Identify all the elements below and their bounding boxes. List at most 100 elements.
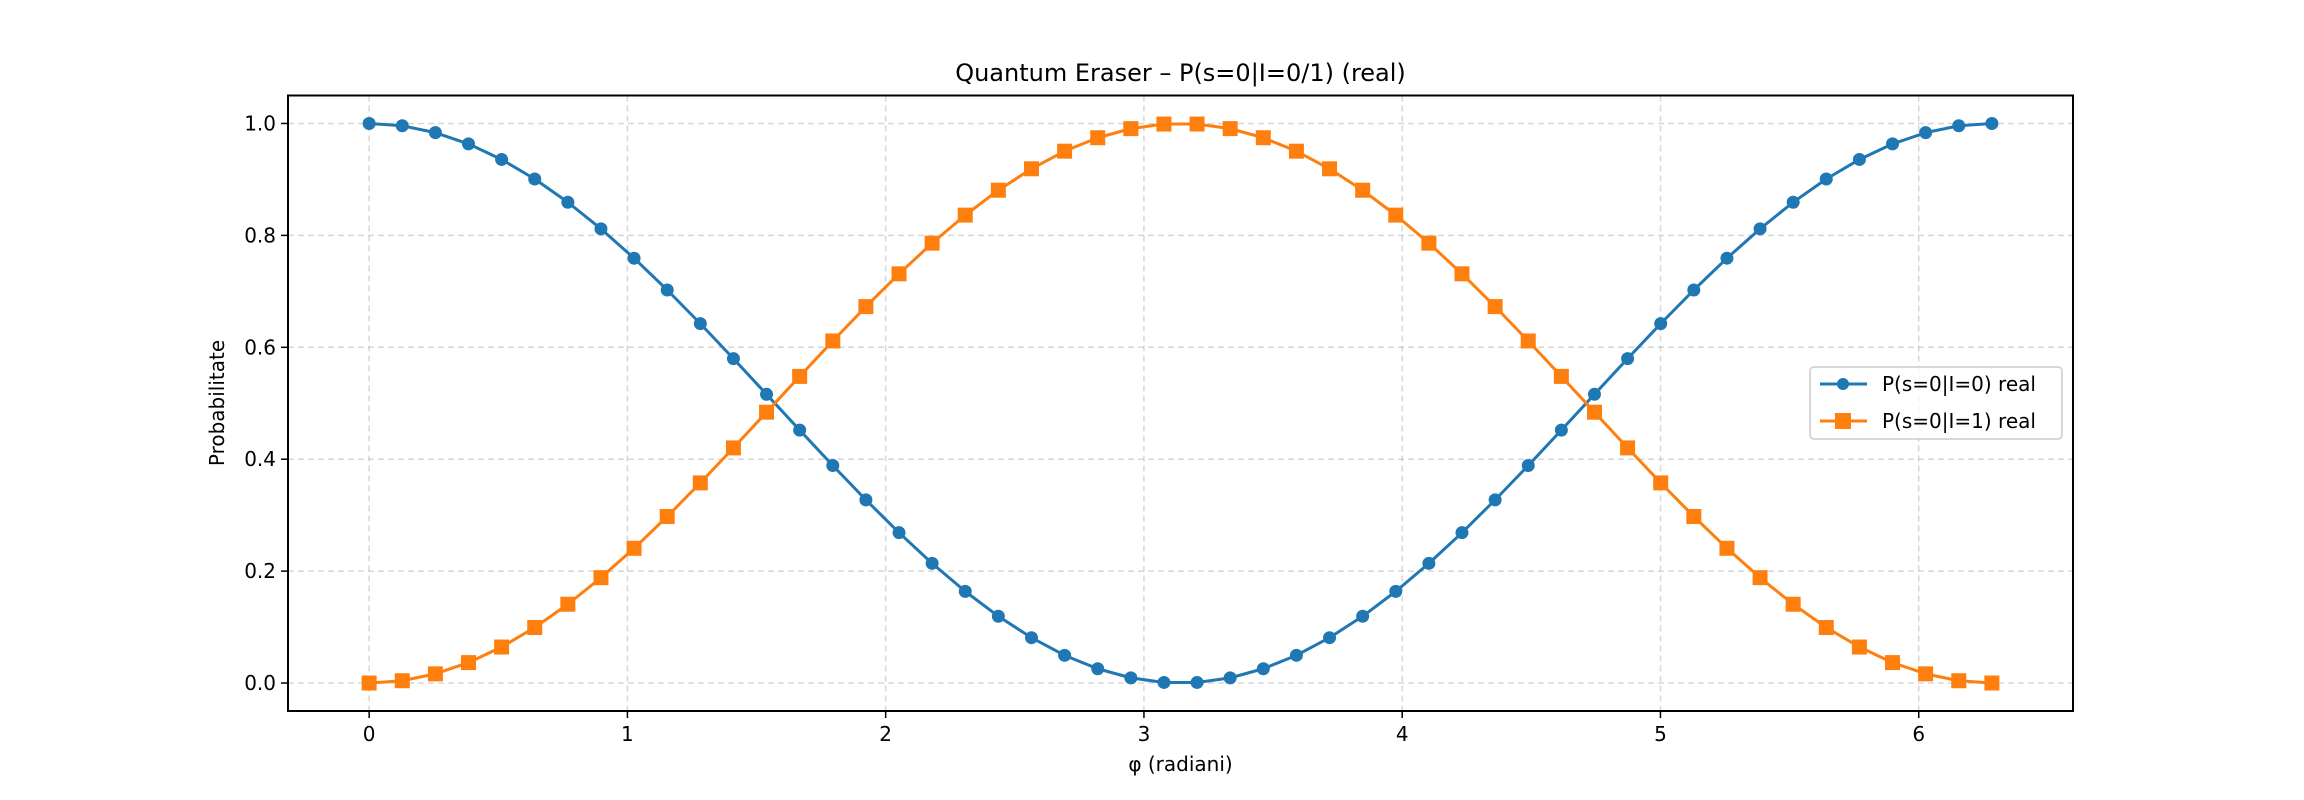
legend: P(s=0|I=0) real P(s=0|I=1) real [1809,366,2063,440]
data-point [826,459,840,473]
data-point [793,423,807,437]
series-1 [361,116,2000,691]
data-point [462,137,476,151]
data-point [494,639,510,655]
data-point [1422,556,1436,570]
data-point [1620,440,1636,456]
data-point [1058,648,1072,662]
data-point [1156,116,1172,132]
data-point [1951,673,1967,689]
data-point [1124,671,1138,685]
data-point [1157,675,1171,689]
series-0 [362,116,1999,689]
data-point [1323,631,1337,645]
data-point [1621,352,1635,366]
data-point [561,195,575,209]
data-point [1586,404,1602,420]
data-point [1057,143,1073,159]
data-point [1554,423,1568,437]
data-point [1123,121,1139,137]
data-point [957,207,973,223]
data-point [1289,648,1303,662]
data-point [1686,509,1702,525]
series-layer [361,116,2000,691]
data-point [1752,570,1768,586]
data-point [1255,130,1271,146]
data-point [594,222,608,236]
data-point [1785,596,1801,612]
grid [288,95,2073,711]
data-point [1322,161,1338,177]
data-point [1488,493,1502,507]
data-point [1654,317,1668,331]
data-point [394,673,410,689]
data-point [825,333,841,349]
data-point [1851,639,1867,655]
data-point [1023,161,1039,177]
data-point [1984,675,2000,691]
data-point [1288,143,1304,159]
data-point [1421,235,1437,251]
data-point [1885,655,1901,671]
data-point [792,368,808,384]
y-tick-label: 0.4 [244,447,276,471]
y-tick-label: 0.0 [244,671,276,695]
data-point [1587,387,1601,401]
x-tick-label: 6 [1912,722,1925,746]
data-point [1389,584,1403,598]
data-point [924,235,940,251]
data-point [1952,119,1966,133]
data-point [859,493,873,507]
data-point [726,352,740,366]
legend-box [1809,366,2063,440]
data-point [1521,459,1535,473]
data-point [1886,137,1900,151]
data-point [395,119,409,133]
data-point [1553,368,1569,384]
data-point [1222,121,1238,137]
data-point [759,404,775,420]
legend-marker-circle-icon [1837,378,1849,390]
data-point [1256,662,1270,676]
data-point [1355,182,1371,198]
x-tick-label: 4 [1396,722,1409,746]
data-point [627,251,641,265]
data-point [1919,126,1933,140]
data-point [990,182,1006,198]
data-point [1091,662,1105,676]
data-point [495,152,509,166]
data-point [1819,172,1833,186]
x-tick-label: 5 [1654,722,1667,746]
data-point [1455,526,1469,540]
y-tick-label: 0.8 [244,223,276,247]
legend-label-series-1: P(s=0|I=1) real [1882,409,2036,433]
data-point [1487,299,1503,315]
data-point [428,126,442,140]
legend-label-series-0: P(s=0|I=0) real [1882,372,2036,396]
y-tick-label: 0.6 [244,335,276,359]
x-axis-label: φ (radiani) [1128,752,1232,776]
data-point [560,596,576,612]
data-point [892,526,906,540]
data-point [1356,609,1370,623]
data-point [1223,671,1237,685]
data-point [1388,207,1404,223]
data-point [361,675,377,691]
data-point [1918,666,1934,682]
data-point [1687,283,1701,297]
data-point [925,556,939,570]
data-point [659,509,675,525]
legend-marker-square-icon [1835,413,1851,429]
data-point [725,440,741,456]
data-point [1653,475,1669,491]
data-point [427,666,443,682]
data-point [528,172,542,186]
data-point [1786,195,1800,209]
x-tick-label: 2 [879,722,892,746]
x-tick-label: 0 [363,722,376,746]
data-point [362,116,376,130]
data-point [626,540,642,556]
y-tick-label: 0.2 [244,559,276,583]
series-line [369,121,1992,684]
